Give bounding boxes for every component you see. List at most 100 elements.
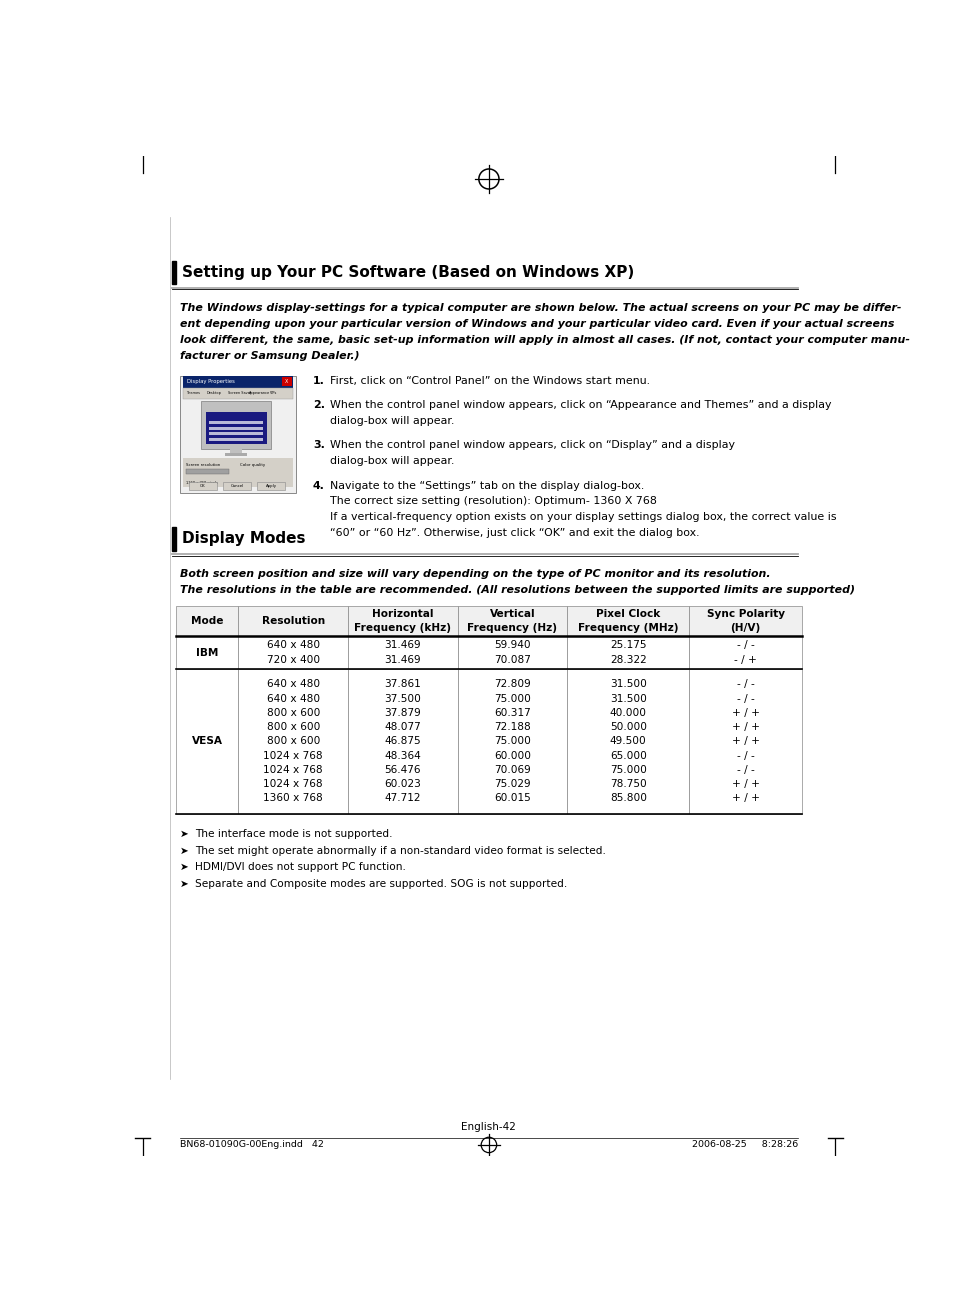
Bar — [209, 421, 263, 423]
Text: + / +: + / + — [731, 708, 759, 718]
Text: The resolutions in the table are recommended. (All resolutions between the suppo: The resolutions in the table are recomme… — [179, 585, 854, 595]
Text: 60.317: 60.317 — [494, 708, 530, 718]
Text: “60” or “60 Hz”. Otherwise, just click “OK” and exit the dialog box.: “60” or “60 Hz”. Otherwise, just click “… — [330, 527, 699, 538]
Bar — [183, 459, 293, 487]
Bar — [175, 605, 238, 637]
Text: Horizontal: Horizontal — [372, 609, 433, 618]
Text: 800 x 600: 800 x 600 — [266, 722, 319, 733]
Text: 48.364: 48.364 — [384, 751, 421, 760]
Text: 3.: 3. — [313, 440, 325, 451]
Text: Screen Saver: Screen Saver — [228, 391, 251, 395]
Text: Vertical: Vertical — [489, 609, 535, 618]
Text: 31.500: 31.500 — [609, 694, 646, 704]
Text: 640 x 480: 640 x 480 — [267, 679, 319, 690]
Text: ➤: ➤ — [179, 863, 189, 873]
Text: Frequency (MHz): Frequency (MHz) — [578, 624, 678, 633]
Text: 1360 x 768: 1360 x 768 — [263, 794, 323, 803]
Text: 85.800: 85.800 — [609, 794, 646, 803]
Text: 49.500: 49.500 — [609, 737, 646, 746]
Bar — [457, 637, 567, 669]
Text: X: X — [285, 379, 289, 385]
Text: 37.500: 37.500 — [384, 694, 421, 704]
Text: 37.879: 37.879 — [384, 708, 421, 718]
Bar — [172, 527, 176, 551]
Text: ent depending upon your particular version of Windows and your particular video : ent depending upon your particular versi… — [179, 320, 893, 329]
Text: 60.015: 60.015 — [494, 794, 530, 803]
Bar — [689, 669, 801, 814]
Text: 75.029: 75.029 — [494, 779, 530, 788]
Text: 1.: 1. — [313, 375, 325, 386]
Bar — [209, 426, 263, 430]
Text: The Windows display-settings for a typical computer are shown below. The actual : The Windows display-settings for a typic… — [179, 304, 901, 313]
Text: VESA: VESA — [192, 737, 222, 746]
Text: - / -: - / - — [736, 694, 754, 704]
Bar — [175, 669, 238, 814]
Bar — [230, 449, 242, 453]
Text: 2.: 2. — [313, 400, 325, 410]
Text: facturer or Samsung Dealer.): facturer or Samsung Dealer.) — [179, 351, 359, 361]
Text: 75.000: 75.000 — [494, 694, 530, 704]
Text: 56.476: 56.476 — [384, 765, 420, 774]
Text: 48.077: 48.077 — [384, 722, 421, 733]
Text: The set might operate abnormally if a non-standard video format is selected.: The set might operate abnormally if a no… — [195, 846, 605, 856]
Text: Themes: Themes — [186, 391, 200, 395]
Text: Desktop: Desktop — [207, 391, 221, 395]
Text: 4.: 4. — [313, 481, 325, 491]
Bar — [282, 377, 292, 387]
Text: First, click on “Control Panel” on the Windows start menu.: First, click on “Control Panel” on the W… — [330, 375, 649, 386]
Text: Navigate to the “Settings” tab on the display dialog-box.: Navigate to the “Settings” tab on the di… — [330, 481, 643, 491]
Text: Screen resolution: Screen resolution — [186, 464, 220, 468]
Bar — [189, 482, 216, 490]
Text: Color quality: Color quality — [240, 464, 265, 468]
Text: 31.500: 31.500 — [609, 679, 646, 690]
Bar — [183, 388, 293, 399]
Text: - / +: - / + — [734, 655, 757, 665]
Text: 75.000: 75.000 — [494, 737, 530, 746]
Text: 1024 x 768: 1024 x 768 — [263, 779, 323, 788]
Text: 46.875: 46.875 — [384, 737, 420, 746]
Text: 65.000: 65.000 — [609, 751, 646, 760]
Text: + / +: + / + — [731, 722, 759, 733]
Bar — [257, 482, 285, 490]
Text: 2006-08-25     8:28:26: 2006-08-25 8:28:26 — [691, 1141, 798, 1150]
Text: 1024 x 768: 1024 x 768 — [263, 765, 323, 774]
Bar — [209, 438, 263, 442]
Text: 60.023: 60.023 — [384, 779, 421, 788]
Text: 59.940: 59.940 — [494, 640, 530, 651]
Bar — [457, 605, 567, 637]
Text: 70.087: 70.087 — [494, 655, 530, 665]
Text: - / -: - / - — [736, 751, 754, 760]
Text: dialog-box will appear.: dialog-box will appear. — [330, 416, 454, 426]
Text: - / -: - / - — [736, 679, 754, 690]
Text: Pixel Clock: Pixel Clock — [596, 609, 659, 618]
Text: Sync Polarity: Sync Polarity — [706, 609, 784, 618]
Bar — [238, 637, 348, 669]
Text: 60.000: 60.000 — [494, 751, 531, 760]
Text: Frequency (Hz): Frequency (Hz) — [467, 624, 557, 633]
Text: When the control panel window appears, click on “Appearance and Themes” and a di: When the control panel window appears, c… — [330, 400, 831, 410]
Text: - / -: - / - — [736, 765, 754, 774]
Text: Cancel: Cancel — [231, 483, 243, 488]
Bar — [172, 261, 176, 284]
Text: + / +: + / + — [731, 779, 759, 788]
Text: Apply: Apply — [265, 483, 276, 488]
Text: + / +: + / + — [731, 794, 759, 803]
Text: If a vertical-frequency option exists on your display settings dialog box, the c: If a vertical-frequency option exists on… — [330, 512, 836, 522]
Text: 800 x 600: 800 x 600 — [266, 737, 319, 746]
Text: OK: OK — [200, 483, 206, 488]
Text: Display Modes: Display Modes — [181, 531, 305, 547]
Text: ➤: ➤ — [179, 879, 189, 889]
Text: When the control panel window appears, click on “Display” and a display: When the control panel window appears, c… — [330, 440, 734, 451]
Text: Both screen position and size will vary depending on the type of PC monitor and : Both screen position and size will vary … — [179, 569, 769, 579]
Text: ➤: ➤ — [179, 829, 189, 839]
Text: 640 x 480: 640 x 480 — [267, 640, 319, 651]
Bar — [223, 482, 251, 490]
Bar — [689, 637, 801, 669]
Bar — [175, 637, 238, 669]
Bar — [457, 669, 567, 814]
Text: 800 x 600: 800 x 600 — [266, 708, 319, 718]
Bar — [567, 605, 689, 637]
Text: 37.861: 37.861 — [384, 679, 421, 690]
Text: The interface mode is not supported.: The interface mode is not supported. — [195, 829, 393, 839]
Text: dialog-box will appear.: dialog-box will appear. — [330, 456, 454, 466]
